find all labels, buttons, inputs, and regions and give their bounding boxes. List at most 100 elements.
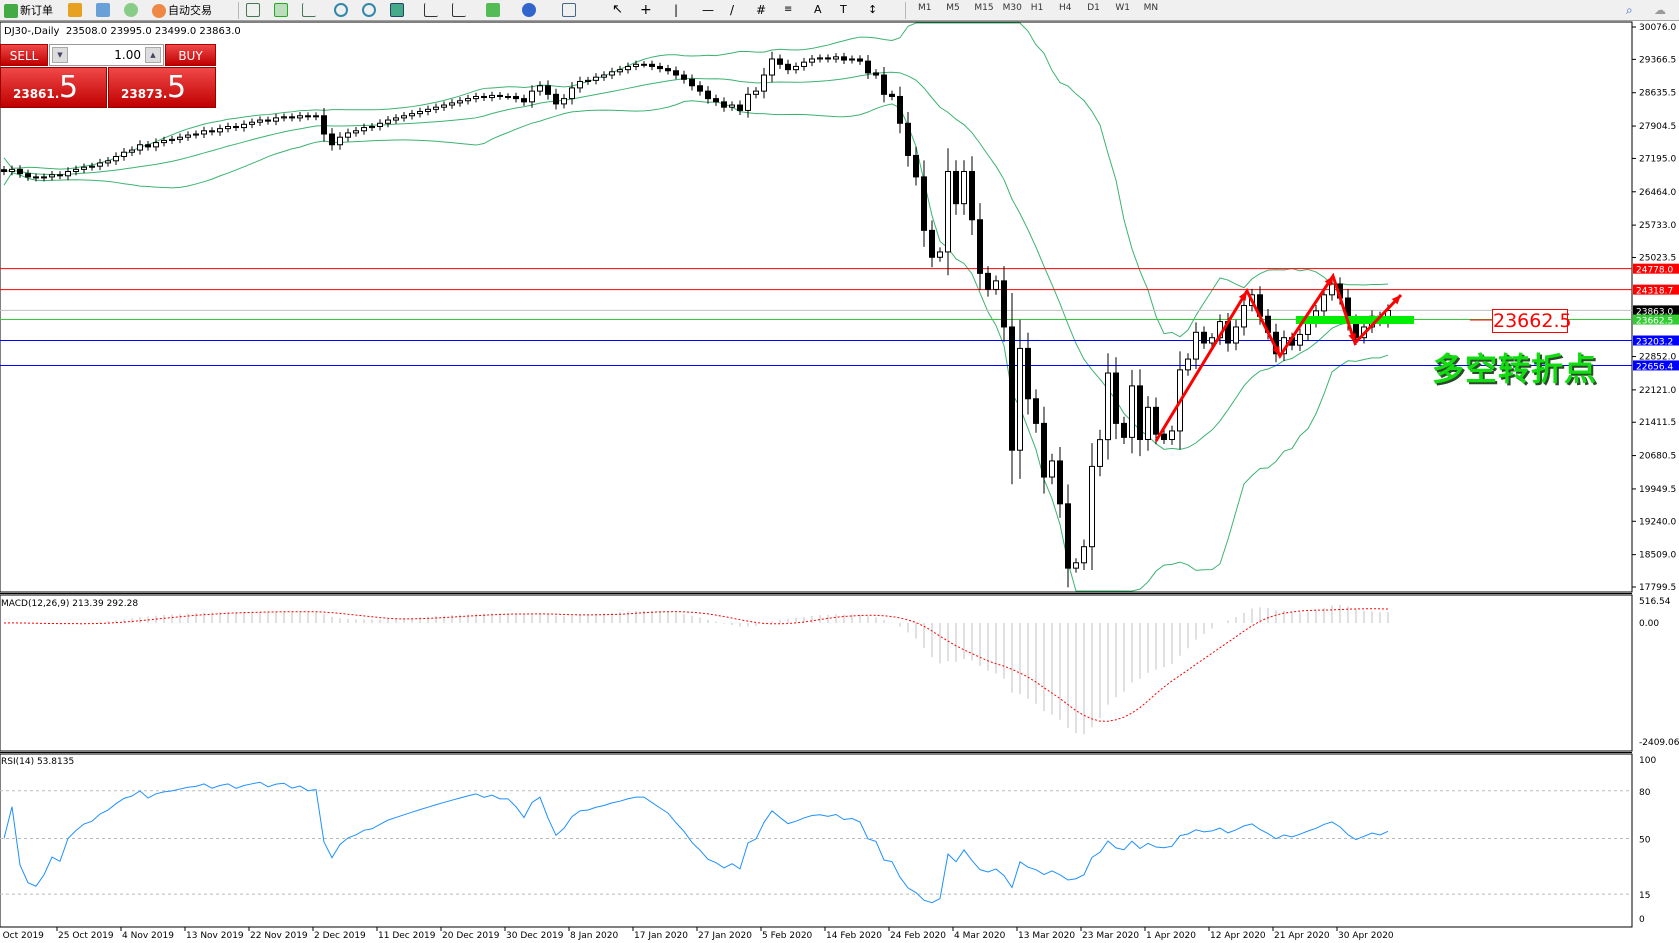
candle-body[interactable]	[185, 134, 191, 138]
candle-body[interactable]	[33, 176, 39, 179]
candle-body[interactable]	[1025, 347, 1031, 400]
candle-body[interactable]	[249, 121, 255, 125]
search-icon[interactable]: ⌕	[1626, 3, 1633, 17]
horizontal-line-icon[interactable]: —	[702, 3, 714, 17]
data-window-icon[interactable]	[96, 3, 110, 17]
candle-body[interactable]	[321, 115, 327, 135]
timeframe-d1[interactable]: D1	[1087, 3, 1100, 13]
market-watch-icon[interactable]	[68, 3, 82, 17]
timeframe-mn[interactable]: MN	[1143, 3, 1159, 13]
candle-body[interactable]	[985, 272, 991, 290]
candle-body[interactable]	[17, 168, 23, 175]
candle-body[interactable]	[1065, 503, 1071, 569]
candle-body[interactable]	[593, 76, 599, 81]
candle-body[interactable]	[753, 90, 759, 95]
candle-body[interactable]	[665, 68, 671, 72]
candle-body[interactable]	[465, 98, 471, 102]
lot-size-input[interactable]: ▼ 1.00 ▲	[49, 44, 164, 66]
candle-body[interactable]	[217, 128, 223, 133]
candle-body[interactable]	[569, 87, 575, 100]
candle-body[interactable]	[641, 63, 647, 66]
chart-shift-icon[interactable]	[424, 3, 438, 17]
candle-body[interactable]	[1145, 406, 1151, 441]
candle-body[interactable]	[1049, 460, 1055, 478]
candle-body[interactable]	[657, 65, 663, 70]
candle-body[interactable]	[577, 80, 583, 89]
candle-body[interactable]	[849, 58, 855, 61]
candle-body[interactable]	[993, 280, 999, 290]
candle-body[interactable]	[145, 144, 151, 148]
candle-body[interactable]	[1233, 326, 1239, 344]
lot-decrease-icon[interactable]: ▼	[52, 47, 68, 63]
candle-body[interactable]	[857, 58, 863, 62]
candle-body[interactable]	[449, 102, 455, 106]
timeframe-m5[interactable]: M5	[946, 3, 960, 13]
support-resistance-bar[interactable]	[1296, 316, 1414, 324]
candle-body[interactable]	[241, 123, 247, 129]
candle-body[interactable]	[337, 136, 343, 146]
candle-body[interactable]	[1153, 406, 1159, 435]
candle-body[interactable]	[1081, 546, 1087, 564]
auto-trading-button[interactable]: 自动交易	[152, 2, 212, 19]
candle-body[interactable]	[233, 125, 239, 129]
candle-body[interactable]	[929, 229, 935, 258]
candle-body[interactable]	[889, 93, 895, 97]
candle-body[interactable]	[1209, 337, 1215, 344]
fibonacci-icon[interactable]: ≡	[784, 4, 793, 15]
candle-body[interactable]	[137, 144, 143, 151]
candle-body[interactable]	[161, 139, 167, 144]
candle-body[interactable]	[1169, 430, 1175, 441]
lot-value[interactable]: 1.00	[114, 48, 141, 62]
buy-button[interactable]: BUY	[165, 44, 216, 66]
timeframe-m1[interactable]: M1	[918, 3, 932, 13]
candle-body[interactable]	[561, 98, 567, 105]
candle-body[interactable]	[1073, 562, 1079, 569]
candle-body[interactable]	[729, 104, 735, 108]
candle-body[interactable]	[153, 142, 159, 148]
sell-price-button[interactable]: 23861. 5	[0, 67, 107, 108]
candle-body[interactable]	[105, 160, 111, 164]
indicators-icon[interactable]	[486, 3, 500, 17]
candle-body[interactable]	[801, 61, 807, 67]
chat-icon[interactable]: ☁	[1654, 3, 1666, 17]
candle-body[interactable]	[809, 58, 815, 63]
lot-increase-icon[interactable]: ▲	[145, 47, 161, 63]
zigzag-arrow-path[interactable]	[1154, 272, 1403, 442]
turning-point-annotation[interactable]: 多空转折点	[1432, 350, 1598, 388]
candle-body[interactable]	[1009, 326, 1015, 451]
new-order-button[interactable]: 新订单	[4, 2, 53, 19]
candle-body[interactable]	[433, 106, 439, 110]
candle-body[interactable]	[625, 65, 631, 71]
candle-body[interactable]	[969, 171, 975, 221]
candle-body[interactable]	[785, 63, 791, 71]
crosshair-icon[interactable]: +	[640, 2, 652, 18]
candle-body[interactable]	[177, 136, 183, 140]
candle-body[interactable]	[225, 125, 231, 130]
candle-body[interactable]	[169, 138, 175, 141]
candle-body[interactable]	[361, 127, 367, 132]
candle-body[interactable]	[1041, 422, 1047, 478]
templates-icon[interactable]	[562, 3, 576, 17]
candle-body[interactable]	[129, 149, 135, 153]
candle-body[interactable]	[953, 171, 959, 205]
candle-body[interactable]	[1, 169, 7, 173]
text-label-icon[interactable]: T	[840, 3, 847, 16]
tile-windows-icon[interactable]	[390, 3, 404, 17]
candle-body[interactable]	[305, 115, 311, 118]
candle-body[interactable]	[65, 171, 71, 177]
candle-body[interactable]	[505, 95, 511, 98]
candle-body[interactable]	[353, 130, 359, 134]
text-icon[interactable]: A	[814, 3, 822, 16]
candle-body[interactable]	[121, 151, 127, 158]
candle-body[interactable]	[209, 130, 215, 133]
candle-body[interactable]	[537, 85, 543, 92]
candle-body[interactable]	[81, 166, 87, 170]
candle-body[interactable]	[737, 104, 743, 111]
candle-body[interactable]	[713, 98, 719, 103]
candle-body[interactable]	[201, 130, 207, 135]
candle-body[interactable]	[257, 119, 263, 123]
candle-body[interactable]	[489, 94, 495, 99]
candle-body[interactable]	[1193, 331, 1199, 360]
candle-body[interactable]	[721, 101, 727, 108]
